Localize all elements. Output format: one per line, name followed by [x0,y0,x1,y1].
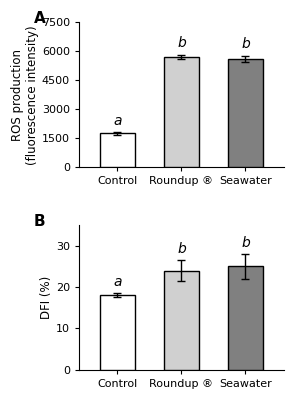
Bar [100,133,135,167]
Text: b: b [241,236,250,250]
Y-axis label: ROS production
(fluorescence intensity): ROS production (fluorescence intensity) [11,25,39,164]
Text: A: A [34,11,46,26]
Bar [100,296,135,370]
Bar [228,266,263,370]
Bar [164,270,199,370]
Y-axis label: DFI (%): DFI (%) [40,276,53,319]
Text: b: b [177,242,186,256]
Text: b: b [177,36,186,50]
Text: a: a [113,114,122,128]
Text: b: b [241,37,250,51]
Bar [164,57,199,167]
Bar [228,59,263,167]
Text: a: a [113,275,122,289]
Text: B: B [34,214,46,228]
